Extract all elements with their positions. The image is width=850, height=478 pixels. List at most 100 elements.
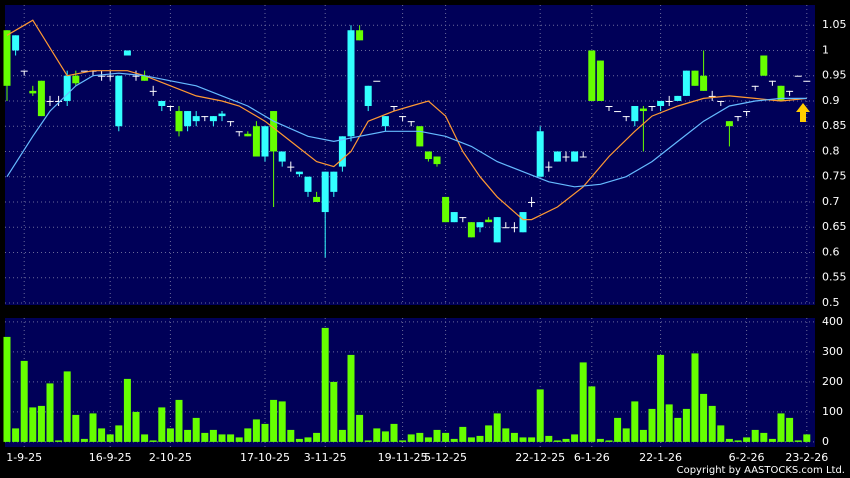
volume-bar — [777, 413, 785, 442]
y-tick-label: 200 — [822, 375, 843, 388]
volume-bar — [743, 437, 751, 442]
candle-body — [777, 85, 785, 101]
x-tick-label: 16-9-25 — [89, 451, 132, 464]
candle-body — [287, 166, 295, 168]
candle-body — [751, 85, 759, 87]
candle-body — [485, 219, 493, 223]
volume-bar — [631, 401, 639, 442]
volume-bar — [89, 413, 97, 442]
volume-bar — [123, 378, 131, 442]
candle-body — [373, 80, 381, 82]
volume-bar — [390, 423, 398, 442]
volume-bar — [364, 440, 372, 442]
candle-body — [347, 30, 355, 137]
candle-body — [46, 100, 54, 102]
candle-body — [700, 75, 708, 91]
candle-body — [338, 136, 346, 167]
volume-bar — [708, 405, 716, 442]
volume-bar — [553, 440, 561, 442]
candle-body — [399, 116, 407, 118]
candle-body — [235, 131, 243, 133]
volume-bar — [270, 399, 278, 442]
candle-body — [734, 116, 742, 118]
current-marker — [796, 103, 810, 122]
volume-bar — [614, 417, 622, 442]
y-tick-label: 0.85 — [822, 119, 847, 132]
volume-bar — [803, 434, 811, 442]
y-tick-label: 0.8 — [822, 144, 840, 157]
volume-bar — [192, 417, 200, 442]
candle-body — [467, 222, 475, 238]
y-tick-label: 0.9 — [822, 94, 840, 107]
candle-body — [80, 70, 88, 72]
volume-bar — [227, 434, 235, 442]
candle-body — [37, 80, 45, 117]
candle-body — [424, 151, 432, 160]
candle-body — [502, 227, 510, 229]
volume-bar — [674, 417, 682, 442]
candle-body — [588, 50, 596, 101]
volume-bar — [519, 437, 527, 442]
volume-bar — [648, 408, 656, 442]
candle-body — [794, 75, 802, 77]
volume-bar — [347, 354, 355, 442]
volume-bar — [682, 408, 690, 442]
volume-bar — [278, 401, 286, 442]
volume-bar — [510, 432, 518, 442]
candle-body — [132, 75, 140, 77]
volume-bar — [166, 428, 174, 442]
volume-bar — [295, 438, 303, 442]
candle-body — [545, 166, 553, 168]
candle-body — [12, 35, 20, 51]
volume-bar — [424, 437, 432, 442]
candle-body — [536, 131, 544, 177]
x-tick-label: 3-11-25 — [304, 451, 347, 464]
volume-bar — [665, 404, 673, 442]
candle-body — [270, 111, 278, 152]
volume-bar — [476, 435, 484, 442]
y-tick-label: 0.75 — [822, 170, 847, 183]
volume-bar — [149, 440, 157, 442]
candle-body — [459, 217, 467, 219]
volume-bar — [528, 437, 536, 442]
volume-bar — [657, 354, 665, 442]
volume-bar — [605, 440, 613, 442]
candle-body — [321, 171, 329, 213]
volume-bar — [29, 407, 37, 442]
volume-bar — [321, 327, 329, 442]
volume-bar — [72, 414, 80, 442]
x-tick-label: 19-11-25 — [378, 451, 428, 464]
candle-body — [3, 30, 11, 86]
volume-bar — [80, 438, 88, 442]
volume-bar — [381, 431, 389, 442]
y-tick-label: 0.65 — [822, 220, 847, 233]
candle-body — [708, 95, 716, 97]
candle-body — [106, 75, 114, 77]
volume-bar — [407, 434, 415, 442]
volume-bar — [717, 425, 725, 442]
candle-body — [605, 106, 613, 108]
volume-bar — [725, 438, 733, 442]
candle-body — [691, 70, 699, 86]
volume-bar — [760, 432, 768, 442]
candle-body — [579, 156, 587, 158]
volume-bar — [46, 383, 54, 442]
candle-body — [390, 106, 398, 108]
volume-bar — [768, 438, 776, 442]
volume-bar — [261, 423, 269, 442]
volume-bar — [734, 440, 742, 442]
candle-body — [115, 75, 123, 127]
price-panel — [5, 5, 815, 305]
candle-body — [244, 133, 252, 137]
volume-bar — [158, 407, 166, 442]
candle-body — [519, 212, 527, 233]
y-tick-label: 0.7 — [822, 195, 840, 208]
candle-body — [493, 217, 501, 243]
volume-bar — [338, 429, 346, 442]
candle-body — [166, 106, 174, 108]
candle-body — [665, 100, 673, 102]
x-tick-label: 22-12-25 — [515, 451, 565, 464]
candle-body — [614, 111, 622, 113]
x-tick-label: 1-9-25 — [6, 451, 42, 464]
volume-bar — [579, 362, 587, 442]
